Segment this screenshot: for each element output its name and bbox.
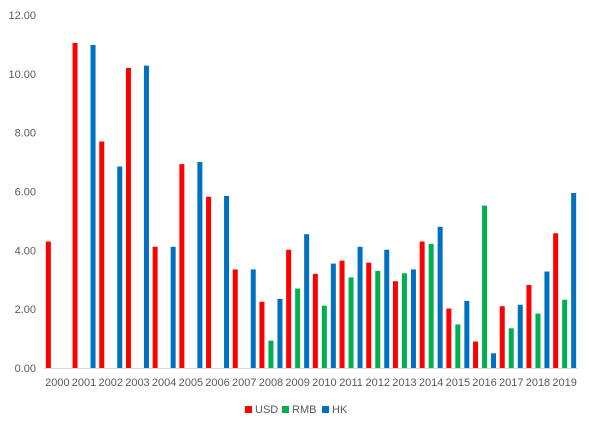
bar-hk-2008 [277,298,283,368]
bar-hk-2010 [330,263,336,368]
bar-hk-2017 [517,304,523,368]
bar-usd-2016 [473,341,479,368]
y-tick-label: 4.00 [15,245,36,257]
bar-usd-2010 [312,273,318,368]
bar-hk-2003 [143,65,149,368]
bar-usd-2014 [419,241,425,368]
bar-usd-2008 [259,301,265,368]
bar-hk-2011 [357,246,363,368]
bar-hk-2001 [90,45,96,368]
legend: USD RMB HK [245,404,348,416]
bar-rmb-2018 [535,313,541,368]
bar-hk-2019 [571,192,577,368]
y-tick-label: 2.00 [15,304,36,316]
legend-swatch-hk [322,406,329,413]
x-tick-label: 2010 [312,377,336,389]
bar-hk-2014 [437,226,443,368]
bar-usd-2005 [179,164,185,368]
bar-hk-2004 [170,246,176,368]
bar-usd-2001 [72,42,78,368]
x-tick-label: 2004 [152,377,176,389]
bar-usd-2006 [206,196,212,368]
bar-usd-2002 [99,141,105,368]
bar-hk-2005 [197,162,203,368]
x-tick-label: 2006 [205,377,229,389]
bar-usd-2012 [366,262,372,368]
bar-usd-2004 [152,246,158,368]
x-tick-label: 2015 [446,377,470,389]
x-tick-label: 2016 [472,377,496,389]
x-tick-label: 2009 [285,377,309,389]
x-tick-label: 2005 [179,377,203,389]
bar-rmb-2009 [295,288,301,368]
x-tick-label: 2017 [499,377,523,389]
y-tick-label: 6.00 [15,187,36,199]
bar-rmb-2010 [321,305,327,368]
bar-rmb-2016 [482,205,488,368]
x-tick-label: 2012 [366,377,390,389]
bar-rmb-2019 [562,299,568,368]
y-tick-label: 8.00 [15,128,36,140]
bar-hk-2002 [117,166,123,368]
bar-usd-2019 [553,233,559,368]
bar-usd-2015 [446,308,452,368]
bar-usd-2018 [526,285,532,368]
x-tick-label: 2008 [259,377,283,389]
x-tick-label: 2018 [526,377,550,389]
bar-rmb-2013 [401,273,407,368]
y-tick-label: 10.00 [8,69,36,81]
bar-rmb-2015 [455,324,461,368]
bar-hk-2016 [491,353,497,368]
x-axis-labels: 2000 2001 2002 2003 2004 2005 2006 2007 2008 2009… [45,377,577,389]
legend-label-rmb: RMB [292,404,316,416]
bar-usd-2013 [392,281,398,368]
legend-swatch-rmb [282,406,289,413]
bar-hk-2013 [410,269,416,368]
x-tick-label: 2002 [99,377,123,389]
bar-hk-2007 [250,269,256,368]
bar-rmb-2011 [348,277,354,368]
bar-rmb-2012 [375,270,381,368]
bar-usd-2007 [232,269,238,368]
x-tick-label: 2003 [125,377,149,389]
bar-usd-2003 [125,67,131,368]
x-tick-label: 2000 [45,377,69,389]
bar-usd-2017 [499,306,505,368]
x-tick-label: 2013 [392,377,416,389]
legend-swatch-usd [245,406,252,413]
legend-label-usd: USD [255,404,278,416]
y-tick-label: 0.00 [15,363,36,375]
bar-usd-2011 [339,260,345,368]
bar-rmb-2008 [268,340,274,368]
bar-rmb-2014 [428,243,434,368]
x-tick-label: 2001 [72,377,96,389]
bars [45,42,577,368]
x-tick-label: 2011 [339,377,363,389]
x-tick-label: 2014 [419,377,443,389]
bar-hk-2012 [384,249,390,368]
bar-hk-2018 [544,271,550,368]
bar-hk-2006 [224,195,230,368]
legend-label-hk: HK [332,404,348,416]
bar-hk-2009 [304,234,310,368]
y-axis-labels: 0.00 2.00 4.00 6.00 8.00 10.00 12.00 [8,10,36,375]
bar-usd-2000 [45,241,51,368]
x-tick-label: 2019 [552,377,576,389]
x-tick-label: 2007 [232,377,256,389]
y-tick-label: 12.00 [8,10,36,22]
bar-rmb-2017 [508,328,514,368]
bar-hk-2015 [464,300,470,368]
bar-usd-2009 [286,249,292,368]
